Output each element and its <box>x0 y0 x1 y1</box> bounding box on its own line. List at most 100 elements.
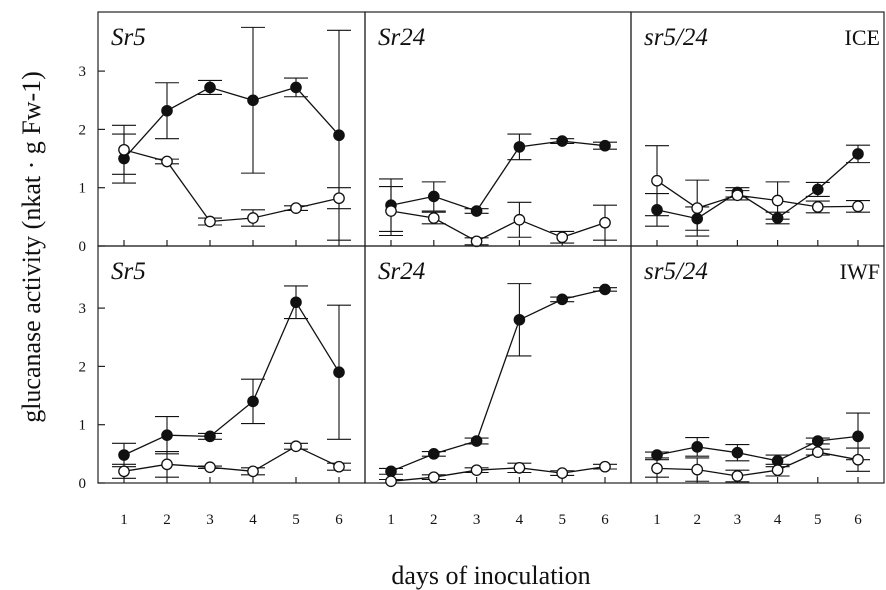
data-point-open <box>204 461 216 474</box>
data-point-open <box>731 470 744 482</box>
data-point-filled <box>118 449 130 461</box>
panel-title: Sr5 <box>111 24 146 51</box>
data-point-filled <box>852 430 864 443</box>
data-point-open <box>651 462 663 475</box>
data-point-open <box>852 200 864 213</box>
data-point-open <box>161 458 173 471</box>
x-tick-label: 2 <box>693 512 701 528</box>
x-tick-label: 1 <box>387 512 395 528</box>
panel-frame <box>630 245 885 484</box>
y-tick-label: 0 <box>79 239 87 255</box>
data-point-filled <box>427 190 440 203</box>
panel-iwf-sr24: Sr24 <box>364 245 632 488</box>
data-point-filled <box>333 366 345 379</box>
panel-iwf-sr5-24: sr5/24 IWF <box>630 245 885 484</box>
data-point-filled <box>731 446 744 459</box>
panel-iwf-sr5: Sr5 0 1 2 3 <box>79 245 366 492</box>
x-tick-label: 2 <box>163 512 171 528</box>
data-point-open <box>333 460 345 473</box>
x-tick-label: 4 <box>516 512 524 528</box>
panel-title: sr5/24 <box>644 24 708 51</box>
data-point-open <box>771 464 784 477</box>
data-point-filled <box>470 435 483 447</box>
series-line-open <box>656 180 859 209</box>
data-point-filled <box>161 429 173 441</box>
data-point-filled <box>513 141 526 153</box>
series-line-filled <box>123 300 340 456</box>
data-point-filled <box>290 296 302 309</box>
data-point-filled <box>427 448 440 460</box>
data-point-filled <box>470 205 483 217</box>
panel-ice-sr24: Sr24 <box>364 11 632 248</box>
x-tick-label: 6 <box>335 512 343 528</box>
x-tick-label: 3 <box>206 512 214 528</box>
data-point-open <box>513 213 526 226</box>
y-axis-title: glucanase activity (nkat · g Fw-1) <box>17 71 46 423</box>
x-tick-label: 5 <box>814 512 822 528</box>
y-tick-label: 2 <box>79 122 87 138</box>
data-point-filled <box>599 283 611 296</box>
data-point-open <box>852 453 864 466</box>
x-tick-label: 3 <box>473 512 481 528</box>
x-tick-label: 6 <box>854 512 862 528</box>
data-point-filled <box>811 183 824 196</box>
data-point-filled <box>811 435 824 447</box>
x-tick-label: 6 <box>601 512 609 528</box>
series-line-filled <box>656 153 859 220</box>
x-axis-title: days of inoculation <box>391 561 590 590</box>
data-point-open <box>599 460 611 473</box>
data-point-filled <box>691 441 703 453</box>
data-point-open <box>556 467 569 479</box>
x-tick-label: 4 <box>249 512 257 528</box>
x-tick-label: 4 <box>774 512 782 528</box>
series-line-open <box>656 451 859 477</box>
panel-title: Sr5 <box>111 258 146 285</box>
panel-ice-sr5-24: sr5/24 ICE <box>630 11 885 247</box>
data-point-open <box>651 174 663 187</box>
series-line-open <box>390 466 606 482</box>
data-point-open <box>333 192 345 205</box>
x-tick-label: 2 <box>430 512 438 528</box>
series-line-filled <box>656 435 859 462</box>
data-point-filled <box>556 293 568 306</box>
x-tick-label: 1 <box>120 512 128 528</box>
panel-ice-sr5: Sr5 0 1 2 3 <box>79 11 366 255</box>
y-tick-label: 3 <box>79 64 87 80</box>
row-tag: IWF <box>840 259 880 284</box>
data-point-open <box>118 465 130 478</box>
row-tag: ICE <box>845 25 880 50</box>
y-tick-label: 3 <box>79 301 87 317</box>
data-point-open <box>247 465 259 478</box>
x-tick-label: 5 <box>292 512 300 528</box>
data-point-open <box>470 464 483 477</box>
data-point-filled <box>247 94 259 107</box>
panel-title: Sr24 <box>378 24 425 51</box>
y-tick-label: 0 <box>79 476 87 492</box>
data-point-open <box>161 155 173 168</box>
data-point-open <box>385 205 397 217</box>
data-point-filled <box>852 148 864 160</box>
data-point-open <box>599 216 611 229</box>
data-point-filled <box>513 313 526 326</box>
data-point-open <box>385 475 397 488</box>
data-point-filled <box>651 449 663 461</box>
series-line-filled <box>390 140 606 212</box>
data-point-open <box>427 212 440 224</box>
data-point-open <box>513 461 526 474</box>
series-line-open <box>123 445 340 472</box>
y-tick-label: 1 <box>79 418 87 434</box>
data-point-open <box>771 194 784 207</box>
data-point-open <box>556 231 569 244</box>
series-line-open <box>390 210 606 243</box>
data-point-open <box>691 463 704 476</box>
data-point-filled <box>290 81 302 94</box>
data-point-open <box>290 202 302 214</box>
data-point-open <box>811 446 824 458</box>
panel-title: sr5/24 <box>644 258 708 285</box>
y-tick-label: 1 <box>79 181 87 197</box>
series-line-filled <box>123 86 340 160</box>
data-point-open <box>811 201 824 213</box>
data-point-open <box>470 235 483 248</box>
data-point-filled <box>161 104 173 117</box>
